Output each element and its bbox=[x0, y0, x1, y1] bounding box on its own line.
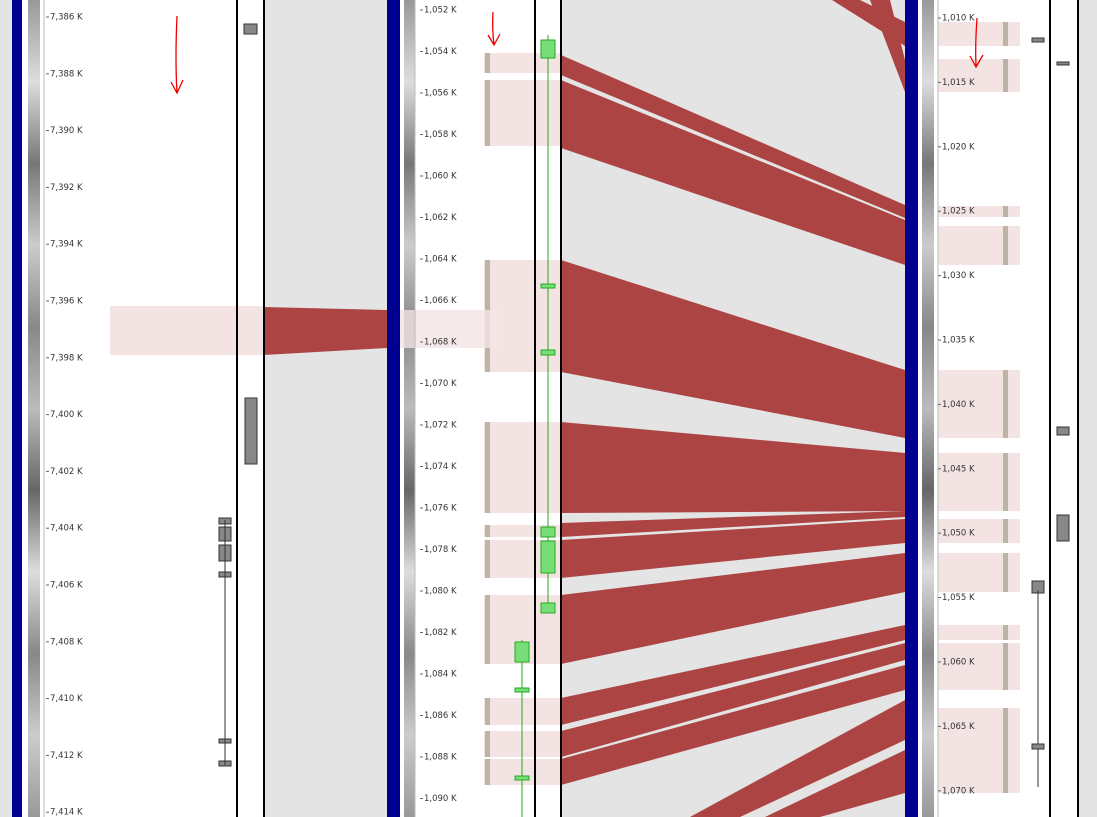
tick-label: 7,392 K bbox=[50, 183, 83, 193]
tick-label: 7,410 K bbox=[50, 694, 83, 704]
tick-label: 1,068 K bbox=[424, 338, 457, 348]
hit bbox=[1003, 370, 1008, 438]
tick-label: 1,052 K bbox=[424, 6, 457, 16]
band bbox=[870, 0, 905, 92]
band bbox=[561, 55, 905, 218]
tick-label: 7,412 K bbox=[50, 751, 83, 761]
tick-label: 7,396 K bbox=[50, 297, 83, 307]
tick-label: 1,065 K bbox=[942, 722, 975, 732]
tick-label: 1,070 K bbox=[942, 786, 975, 796]
tick-label: 7,398 K bbox=[50, 353, 83, 363]
hit bbox=[485, 422, 490, 513]
tick-label: 1,074 K bbox=[424, 462, 457, 472]
hit bbox=[1003, 625, 1008, 640]
tick-label: 1,086 K bbox=[424, 711, 457, 721]
band bbox=[765, 750, 905, 817]
tick-label: 1,090 K bbox=[424, 794, 457, 804]
tick-label: 7,414 K bbox=[50, 808, 83, 817]
tick-label: 1,055 K bbox=[942, 593, 975, 603]
tick-label: 1,062 K bbox=[424, 213, 457, 223]
hit bbox=[1003, 643, 1008, 690]
highlight bbox=[938, 625, 1020, 640]
hit bbox=[1003, 59, 1008, 92]
track-lines bbox=[43, 0, 1079, 817]
tick-label: 1,072 K bbox=[424, 421, 457, 431]
band bbox=[561, 625, 905, 725]
band bbox=[561, 422, 905, 513]
tick-label: 7,386 K bbox=[50, 13, 83, 23]
hit bbox=[1003, 226, 1008, 265]
hit bbox=[485, 759, 490, 785]
tick-label: 7,400 K bbox=[50, 410, 83, 420]
tick-label: 1,050 K bbox=[942, 529, 975, 539]
tick-label: 1,020 K bbox=[942, 142, 975, 152]
tick-label: 1,064 K bbox=[424, 255, 457, 265]
tick-label: 1,084 K bbox=[424, 670, 457, 680]
band bbox=[561, 260, 905, 438]
highlight bbox=[110, 306, 264, 355]
band bbox=[690, 700, 905, 817]
band bbox=[561, 519, 905, 578]
highlight bbox=[484, 80, 561, 146]
tick-label: 1,088 K bbox=[424, 753, 457, 763]
hit bbox=[485, 698, 490, 725]
tick-label: 1,056 K bbox=[424, 89, 457, 99]
tick-label: 1,060 K bbox=[424, 172, 457, 182]
tick-label: 1,060 K bbox=[942, 658, 975, 668]
highlight bbox=[400, 310, 500, 348]
hit bbox=[1003, 22, 1008, 46]
hit bbox=[1003, 519, 1008, 543]
band bbox=[264, 307, 387, 355]
tick-label: 7,390 K bbox=[50, 126, 83, 136]
highlight bbox=[484, 422, 561, 513]
tick-label: 7,406 K bbox=[50, 581, 83, 591]
hit bbox=[485, 525, 490, 537]
hit bbox=[485, 80, 490, 146]
tick-label: 1,030 K bbox=[942, 271, 975, 281]
arrows bbox=[170, 11, 984, 95]
tick-label: 7,388 K bbox=[50, 69, 83, 79]
tick-label: 1,058 K bbox=[424, 130, 457, 140]
tick-label: 1,078 K bbox=[424, 545, 457, 555]
band bbox=[561, 553, 905, 664]
hit bbox=[485, 53, 490, 73]
band bbox=[561, 643, 905, 757]
tick-label: 1,080 K bbox=[424, 587, 457, 597]
tick-label: 7,394 K bbox=[50, 240, 83, 250]
hit bbox=[1003, 453, 1008, 511]
tick-label: 1,082 K bbox=[424, 628, 457, 638]
tick-label: 1,045 K bbox=[942, 464, 975, 474]
tick-label: 1,054 K bbox=[424, 47, 457, 57]
green-genes bbox=[514, 35, 556, 817]
hit bbox=[1003, 553, 1008, 592]
synteny-bands bbox=[264, 0, 905, 817]
hit bbox=[1003, 708, 1008, 793]
tick-label: 1,015 K bbox=[942, 78, 975, 88]
band bbox=[561, 80, 905, 265]
tick-label: 1,035 K bbox=[942, 336, 975, 346]
hit bbox=[485, 595, 490, 664]
highlight bbox=[938, 206, 1020, 217]
tick-label: 1,040 K bbox=[942, 400, 975, 410]
tick-label: 1,076 K bbox=[424, 504, 457, 514]
tick-label: 7,404 K bbox=[50, 524, 83, 534]
tick-label: 7,408 K bbox=[50, 637, 83, 647]
gene-models bbox=[218, 23, 1070, 787]
tick-label: 1,070 K bbox=[424, 379, 457, 389]
tick-label: 1,025 K bbox=[942, 207, 975, 217]
hit bbox=[485, 731, 490, 757]
hit bbox=[1003, 206, 1008, 217]
band bbox=[561, 511, 905, 537]
band bbox=[561, 665, 905, 785]
hit bbox=[485, 540, 490, 578]
tick-label: 7,402 K bbox=[50, 467, 83, 477]
tick-label: 1,066 K bbox=[424, 296, 457, 306]
tick-label: 1,010 K bbox=[942, 14, 975, 24]
axis-labels: 7,386 K 7,388 K 7,390 K 7,392 K 7,394 K 7,396… bbox=[46, 6, 975, 817]
